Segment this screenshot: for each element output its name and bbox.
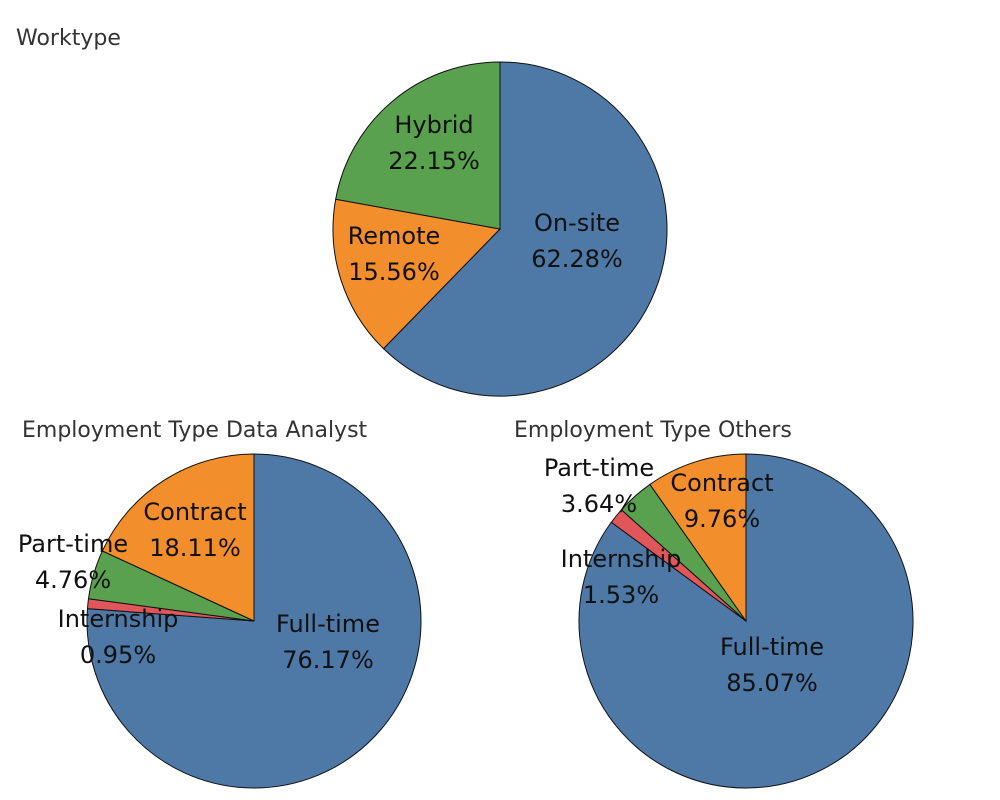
data-analyst-slice-contract [101,453,255,622]
data-analyst-label-part-time: Part-time [18,530,128,558]
others-label-internship: Internship [561,545,682,573]
data-analyst-label-internship: Internship [58,605,179,633]
data-analyst-value-full-time: 76.17% [282,646,374,674]
data-analyst-label-full-time: Full-time [276,610,380,638]
worktype-pie: On-site 62.28% Remote 15.56% Hybrid 22.15% [332,61,668,397]
worktype-slice-hybrid [335,61,501,230]
data-analyst-slice-full-time [86,453,422,789]
worktype-slice-on-site [382,61,668,397]
employment-data-analyst-pie: Full-time 76.17% Internship 0.95% Part-time 4… [18,453,422,789]
employment-data-analyst-chart-title: Employment Type Data Analyst [22,418,368,443]
worktype-slice-remote [332,198,502,350]
others-label-full-time: Full-time [720,633,824,661]
employment-others-chart-title: Employment Type Others [514,418,792,443]
worktype-value-on-site: 62.28% [531,245,623,273]
worktype-label-remote: Remote [348,222,441,250]
data-analyst-value-part-time: 4.76% [35,566,111,594]
worktype-label-hybrid: Hybrid [394,111,473,139]
data-analyst-value-contract: 18.11% [149,534,241,562]
data-analyst-label-contract: Contract [143,498,246,526]
worktype-value-hybrid: 22.15% [388,147,480,175]
others-value-internship: 1.53% [583,581,659,609]
worktype-value-remote: 15.56% [348,258,440,286]
others-label-contract: Contract [670,469,773,497]
others-value-full-time: 85.07% [726,669,818,697]
others-value-part-time: 3.64% [561,490,637,518]
data-analyst-value-internship: 0.95% [80,641,156,669]
employment-others-pie: Full-time 85.07% Internship 1.53% Part-time 3… [544,453,914,789]
worktype-chart-title: Worktype [16,26,121,51]
worktype-label-on-site: On-site [534,209,620,237]
others-label-part-time: Part-time [544,454,654,482]
others-value-contract: 9.76% [684,505,760,533]
others-slice-contract [649,453,747,623]
